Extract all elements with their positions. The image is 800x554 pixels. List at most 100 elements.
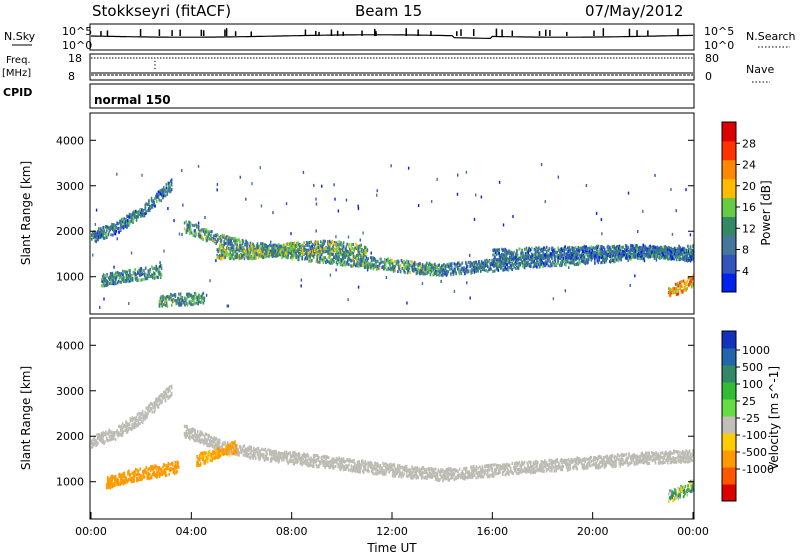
power-cell bbox=[665, 245, 667, 249]
power-cell bbox=[634, 252, 637, 256]
power-cell bbox=[253, 256, 255, 260]
power-cell bbox=[572, 257, 574, 261]
power-cell bbox=[408, 264, 411, 268]
velocity-cell bbox=[165, 394, 168, 398]
power-cell bbox=[342, 250, 345, 254]
power-cell bbox=[432, 263, 434, 267]
power-cell bbox=[148, 275, 151, 279]
power-cell bbox=[239, 240, 241, 244]
power-cell bbox=[319, 257, 322, 261]
power-cell bbox=[401, 260, 404, 264]
power-cell bbox=[263, 245, 266, 249]
power-cell bbox=[225, 237, 228, 241]
power-cell bbox=[379, 257, 382, 261]
power-cell bbox=[339, 243, 341, 247]
velocity-cell bbox=[140, 412, 142, 416]
power-cell bbox=[590, 247, 593, 251]
power-cell bbox=[178, 301, 181, 305]
power-cell bbox=[106, 274, 108, 278]
power-cell bbox=[406, 262, 409, 266]
velocity-cell bbox=[244, 452, 246, 456]
power-cell bbox=[625, 244, 628, 248]
power-scatter-cell bbox=[655, 258, 658, 262]
power-cell bbox=[162, 186, 165, 190]
power-cell bbox=[586, 251, 588, 255]
power-cell bbox=[260, 247, 262, 251]
velocity-cell bbox=[248, 445, 251, 449]
power-cell bbox=[164, 194, 167, 198]
power-cell bbox=[141, 278, 144, 282]
velocity-cell bbox=[111, 430, 113, 434]
power-cell bbox=[261, 242, 264, 246]
power-cell bbox=[564, 245, 566, 249]
power-cell bbox=[358, 244, 361, 248]
velocity-cell bbox=[205, 441, 208, 445]
velocity-cell bbox=[154, 400, 156, 404]
power-cell bbox=[560, 254, 563, 258]
velocity-cell bbox=[208, 444, 210, 448]
power-cell bbox=[101, 274, 104, 278]
power-cell bbox=[562, 248, 565, 252]
power-cell bbox=[631, 255, 633, 259]
power-cell bbox=[433, 267, 435, 271]
power-cell bbox=[128, 269, 130, 273]
power-cell bbox=[423, 269, 426, 273]
power-cell bbox=[181, 299, 184, 303]
power-cell bbox=[480, 259, 483, 263]
power-cell bbox=[423, 264, 426, 268]
power-cell bbox=[507, 250, 509, 254]
cpid-panel-frame bbox=[89, 83, 695, 109]
power-cell bbox=[271, 252, 274, 256]
power-cell bbox=[532, 260, 535, 264]
power-cell bbox=[502, 248, 505, 252]
power-cell bbox=[556, 250, 559, 254]
power-cell bbox=[112, 280, 115, 284]
power-cell bbox=[101, 279, 103, 283]
power-cell bbox=[553, 254, 556, 258]
power-cell bbox=[327, 242, 329, 246]
power-cell bbox=[189, 223, 191, 227]
power-cell bbox=[299, 245, 302, 249]
power-cell bbox=[582, 257, 585, 261]
power-cell bbox=[640, 256, 643, 260]
velocity-cell bbox=[137, 421, 140, 425]
power-cell bbox=[127, 215, 130, 219]
power-cell bbox=[679, 253, 681, 257]
velocity-cell bbox=[233, 447, 236, 451]
power-cell bbox=[445, 270, 448, 274]
power-cell bbox=[158, 270, 160, 274]
power-cell bbox=[354, 263, 356, 267]
power-cell bbox=[184, 296, 186, 300]
power-cell bbox=[642, 243, 645, 247]
power-cell bbox=[216, 253, 219, 257]
velocity-echoes bbox=[91, 384, 695, 503]
power-cell bbox=[153, 203, 155, 207]
power-cell bbox=[434, 264, 437, 268]
power-cell bbox=[305, 253, 308, 257]
power-cell bbox=[228, 239, 231, 243]
power-cell bbox=[231, 253, 233, 257]
velocity-cell bbox=[239, 451, 241, 455]
power-cell bbox=[672, 288, 674, 292]
power-cell bbox=[565, 259, 568, 263]
power-cell bbox=[175, 302, 178, 306]
power-scatter-cell bbox=[453, 289, 456, 293]
power-cell bbox=[534, 261, 536, 265]
velocity-cell bbox=[154, 408, 156, 412]
power-cell bbox=[186, 294, 189, 298]
velocity-cell bbox=[186, 427, 189, 431]
power-cell bbox=[241, 242, 244, 246]
power-cell bbox=[598, 252, 601, 256]
power-cell bbox=[680, 280, 682, 284]
velocity-cell bbox=[102, 435, 105, 439]
power-cell bbox=[540, 247, 543, 251]
velocity-cell bbox=[148, 404, 150, 408]
power-cell bbox=[291, 251, 294, 255]
power-cell bbox=[98, 230, 101, 234]
power-cell bbox=[517, 265, 520, 269]
power-cell bbox=[541, 256, 544, 260]
power-cell bbox=[346, 242, 348, 246]
power-cell bbox=[576, 261, 579, 265]
power-cell bbox=[551, 257, 553, 261]
velocity-cell bbox=[214, 442, 217, 446]
